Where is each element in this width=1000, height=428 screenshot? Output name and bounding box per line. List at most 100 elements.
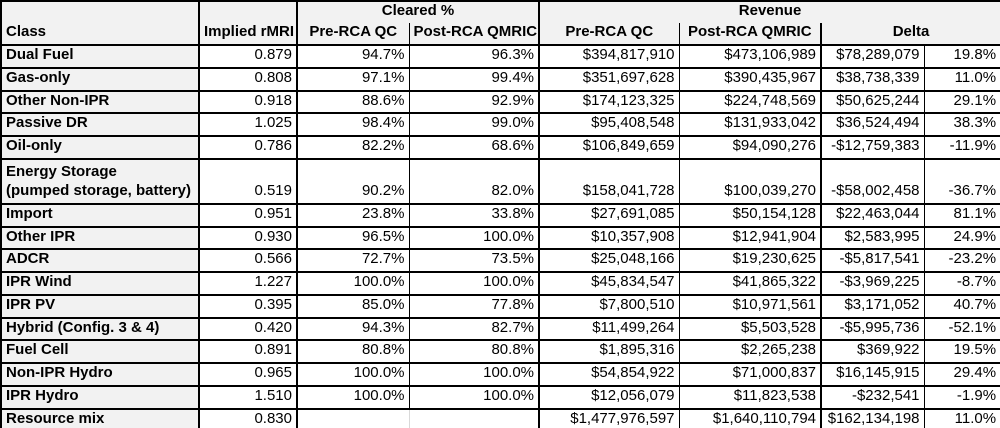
col-header-delta: Delta bbox=[821, 23, 1000, 46]
table-row: Other IPR 0.930 96.5% 100.0% $10,357,908 $12,… bbox=[1, 226, 1000, 251]
cell-delta-pct: -52.1% bbox=[924, 317, 1000, 342]
header-row-groups: Class Implied rMRI Cleared % Revenue bbox=[1, 1, 1000, 46]
table-row: Gas-only 0.808 97.1% 99.4% $351,697,628 $390,… bbox=[1, 67, 1000, 92]
cell-delta-usd: $2,583,995 bbox=[821, 226, 925, 251]
cell-implied-rmri: 0.930 bbox=[199, 226, 298, 251]
cell-revenue-pre-rca-qc: $12,056,079 bbox=[539, 385, 680, 410]
cell-delta-usd: -$5,817,541 bbox=[821, 249, 925, 273]
cell-revenue-pre-rca-qc: $106,849,659 bbox=[539, 136, 680, 160]
cell-cleared-pre-rca-qc: 88.6% bbox=[297, 90, 410, 115]
cell-revenue-pre-rca-qc: $7,800,510 bbox=[539, 294, 680, 319]
cell-cleared-pre-rca-qc: 97.1% bbox=[297, 67, 410, 92]
cell-class: IPR Hydro bbox=[1, 385, 200, 410]
cell-delta-pct: 11.0% bbox=[924, 67, 1000, 92]
cell-cleared-pre-rca-qc: 94.3% bbox=[297, 317, 410, 342]
table-body: Dual Fuel 0.879 94.7% 96.3% $394,817,910 $473… bbox=[1, 45, 1000, 428]
cell-class: Fuel Cell bbox=[1, 340, 200, 364]
cell-revenue-pre-rca-qc: $158,041,728 bbox=[539, 158, 680, 205]
cell-revenue-pre-rca-qc: $95,408,548 bbox=[539, 113, 680, 137]
cell-delta-usd: $369,922 bbox=[821, 340, 925, 364]
cell-revenue-post-rca-qmric: $131,933,042 bbox=[679, 113, 823, 137]
cell-cleared-pre-rca-qc: 98.4% bbox=[297, 113, 410, 137]
cell-revenue-post-rca-qmric: $100,039,270 bbox=[679, 158, 823, 205]
cell-revenue-pre-rca-qc: $1,477,976,597 bbox=[539, 408, 680, 428]
cell-delta-usd: $78,289,079 bbox=[821, 45, 925, 69]
cell-implied-rmri: 0.965 bbox=[199, 363, 298, 387]
cell-implied-rmri: 0.808 bbox=[199, 67, 298, 92]
cell-cleared-pre-rca-qc: 94.7% bbox=[297, 45, 410, 69]
cell-class: IPR Wind bbox=[1, 272, 200, 296]
cell-cleared-post-rca-qmric: 99.0% bbox=[409, 113, 541, 137]
cell-revenue-post-rca-qmric: $94,090,276 bbox=[679, 136, 823, 160]
cell-class: Import bbox=[1, 203, 200, 228]
cell-implied-rmri: 0.786 bbox=[199, 136, 298, 160]
cell-cleared-post-rca-qmric: 33.8% bbox=[409, 203, 541, 228]
cell-implied-rmri: 1.227 bbox=[199, 272, 298, 296]
cell-delta-pct: 24.9% bbox=[924, 226, 1000, 251]
cell-revenue-pre-rca-qc: $174,123,325 bbox=[539, 90, 680, 115]
cell-implied-rmri: 1.025 bbox=[199, 113, 298, 137]
cell-revenue-pre-rca-qc: $54,854,922 bbox=[539, 363, 680, 387]
cell-class: Non-IPR Hydro bbox=[1, 363, 200, 387]
cell-cleared-pre-rca-qc: 23.8% bbox=[297, 203, 410, 228]
cell-cleared-post-rca-qmric: 73.5% bbox=[409, 249, 541, 273]
cell-cleared-post-rca-qmric bbox=[409, 408, 541, 428]
cell-delta-pct: -23.2% bbox=[924, 249, 1000, 273]
cell-revenue-pre-rca-qc: $10,357,908 bbox=[539, 226, 680, 251]
cell-delta-pct: -8.7% bbox=[924, 272, 1000, 296]
cell-class: Oil-only bbox=[1, 136, 200, 160]
table-row: ADCR 0.566 72.7% 73.5% $25,048,166 $19,230,62… bbox=[1, 249, 1000, 273]
cell-delta-usd: $38,738,339 bbox=[821, 67, 925, 92]
cell-delta-usd: $50,625,244 bbox=[821, 90, 925, 115]
cell-revenue-pre-rca-qc: $1,895,316 bbox=[539, 340, 680, 364]
table-row: IPR Wind 1.227 100.0% 100.0% $45,834,547 $41,… bbox=[1, 272, 1000, 296]
cell-delta-pct: 81.1% bbox=[924, 203, 1000, 228]
cell-delta-pct: 11.0% bbox=[924, 408, 1000, 428]
cell-revenue-post-rca-qmric: $5,503,528 bbox=[679, 317, 823, 342]
cell-cleared-pre-rca-qc: 96.5% bbox=[297, 226, 410, 251]
cell-class: Resource mix bbox=[1, 408, 200, 428]
cell-cleared-pre-rca-qc: 100.0% bbox=[297, 385, 410, 410]
table-row: Import 0.951 23.8% 33.8% $27,691,085 $50,154,… bbox=[1, 203, 1000, 228]
cell-implied-rmri: 0.951 bbox=[199, 203, 298, 228]
cell-cleared-post-rca-qmric: 100.0% bbox=[409, 226, 541, 251]
cell-class: Energy Storage (pumped storage, battery) bbox=[1, 158, 200, 205]
col-header-class: Class bbox=[1, 1, 200, 46]
cell-class: Dual Fuel bbox=[1, 45, 200, 69]
header-row-subcolumns: Pre-RCA QC Post-RCA QMRIC Pre-RCA QC Pos… bbox=[1, 23, 1000, 46]
cell-implied-rmri: 0.519 bbox=[199, 158, 298, 205]
table-row: Passive DR 1.025 98.4% 99.0% $95,408,548 $131… bbox=[1, 113, 1000, 137]
cell-revenue-post-rca-qmric: $224,748,569 bbox=[679, 90, 823, 115]
cell-cleared-post-rca-qmric: 82.7% bbox=[409, 317, 541, 342]
cell-cleared-post-rca-qmric: 100.0% bbox=[409, 385, 541, 410]
cell-cleared-post-rca-qmric: 80.8% bbox=[409, 340, 541, 364]
cell-delta-usd: -$12,759,383 bbox=[821, 136, 925, 160]
cell-cleared-post-rca-qmric: 96.3% bbox=[409, 45, 541, 69]
table-row: Fuel Cell 0.891 80.8% 80.8% $1,895,316 $2,265… bbox=[1, 340, 1000, 364]
cell-cleared-pre-rca-qc: 100.0% bbox=[297, 272, 410, 296]
cell-revenue-post-rca-qmric: $11,823,538 bbox=[679, 385, 823, 410]
cell-delta-usd: -$5,995,736 bbox=[821, 317, 925, 342]
cell-revenue-post-rca-qmric: $2,265,238 bbox=[679, 340, 823, 364]
cell-revenue-pre-rca-qc: $27,691,085 bbox=[539, 203, 680, 228]
cell-cleared-pre-rca-qc: 72.7% bbox=[297, 249, 410, 273]
cell-delta-usd: $16,145,915 bbox=[821, 363, 925, 387]
cell-revenue-post-rca-qmric: $50,154,128 bbox=[679, 203, 823, 228]
cell-cleared-pre-rca-qc: 90.2% bbox=[297, 158, 410, 205]
cell-revenue-post-rca-qmric: $12,941,904 bbox=[679, 226, 823, 251]
col-header-revenue-pre-rca-qc: Pre-RCA QC bbox=[539, 23, 680, 46]
cell-revenue-post-rca-qmric: $473,106,989 bbox=[679, 45, 823, 69]
table-row: IPR Hydro 1.510 100.0% 100.0% $12,056,079 $11… bbox=[1, 385, 1000, 410]
col-group-revenue: Revenue bbox=[539, 1, 1000, 23]
cell-revenue-post-rca-qmric: $71,000,837 bbox=[679, 363, 823, 387]
table-row: Other Non-IPR 0.918 88.6% 92.9% $174,123,325… bbox=[1, 90, 1000, 115]
cell-cleared-post-rca-qmric: 92.9% bbox=[409, 90, 541, 115]
cell-implied-rmri: 0.891 bbox=[199, 340, 298, 364]
cell-delta-pct: 19.5% bbox=[924, 340, 1000, 364]
cell-revenue-pre-rca-qc: $45,834,547 bbox=[539, 272, 680, 296]
table-row: Energy Storage (pumped storage, battery)… bbox=[1, 158, 1000, 205]
table-row: Dual Fuel 0.879 94.7% 96.3% $394,817,910 $473… bbox=[1, 45, 1000, 69]
cell-cleared-post-rca-qmric: 100.0% bbox=[409, 272, 541, 296]
